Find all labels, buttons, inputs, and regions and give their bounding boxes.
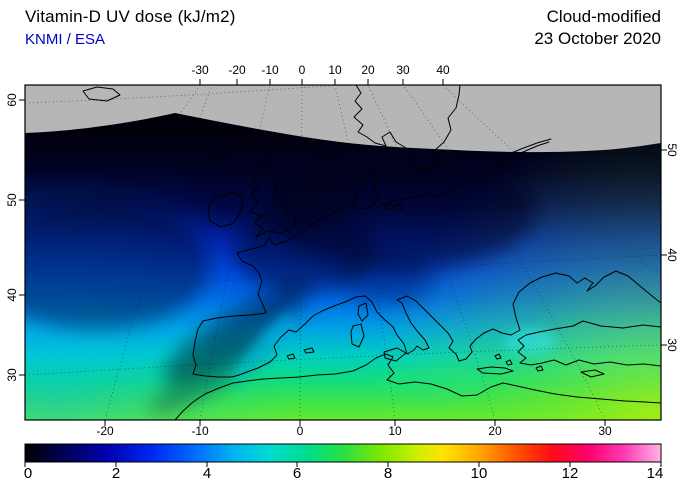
top-axis-tick-label: -20 xyxy=(228,63,246,77)
coastlines xyxy=(82,85,661,420)
bottom-axis-tick-label: -20 xyxy=(96,424,114,438)
date-label: 23 October 2020 xyxy=(534,29,661,48)
top-axis-tick-label: -10 xyxy=(261,63,279,77)
right-axis-tick-label: 40 xyxy=(665,248,679,262)
colorbar-gradient xyxy=(24,443,662,463)
colorbar-tick-label: 0 xyxy=(23,465,33,482)
top-axis-tick-label: 30 xyxy=(396,63,410,77)
top-axis-tick-label: 0 xyxy=(298,63,306,77)
bottom-axis-tick-label: 10 xyxy=(388,424,402,438)
nodata-region xyxy=(25,85,661,153)
map-canvas xyxy=(25,85,661,420)
top-axis-tick-label: 20 xyxy=(361,63,375,77)
right-axis-tick-label: 50 xyxy=(665,143,679,157)
bottom-axis-tick-label: 20 xyxy=(488,424,502,438)
top-axis-tick-label: 10 xyxy=(328,63,342,77)
page-title: Vitamin-D UV dose (kJ/m2) xyxy=(25,7,236,26)
bottom-axis-tick-label: -10 xyxy=(191,424,209,438)
top-axis-tick-label: -30 xyxy=(191,63,209,77)
colorbar-tick-label: 10 xyxy=(470,465,488,482)
left-axis-tick-label: 40 xyxy=(5,288,19,302)
map-frame xyxy=(24,84,662,421)
bottom-axis-tick-label: 30 xyxy=(598,424,612,438)
top-axis-tick-label: 40 xyxy=(436,63,450,77)
colorbar-tick-marks xyxy=(24,462,662,467)
colorbar-tick-label: 4 xyxy=(202,465,212,482)
colorbar-tick-label: 2 xyxy=(111,465,121,482)
product-type-label: Cloud-modified xyxy=(546,7,661,26)
colorbar xyxy=(24,443,662,467)
axis-tick-marks xyxy=(19,79,667,426)
colorbar-tick-label: 6 xyxy=(292,465,302,482)
colorbar-tick-label: 12 xyxy=(561,465,579,482)
left-axis-tick-label: 60 xyxy=(5,93,19,107)
left-axis-tick-label: 30 xyxy=(5,368,19,382)
bottom-axis-tick-label: 0 xyxy=(296,424,304,438)
source-credit: KNMI / ESA xyxy=(25,31,106,48)
right-axis-tick-label: 30 xyxy=(665,338,679,352)
colorbar-tick-label: 14 xyxy=(646,465,664,482)
colorbar-tick-label: 8 xyxy=(383,465,393,482)
left-axis-tick-label: 50 xyxy=(5,193,19,207)
